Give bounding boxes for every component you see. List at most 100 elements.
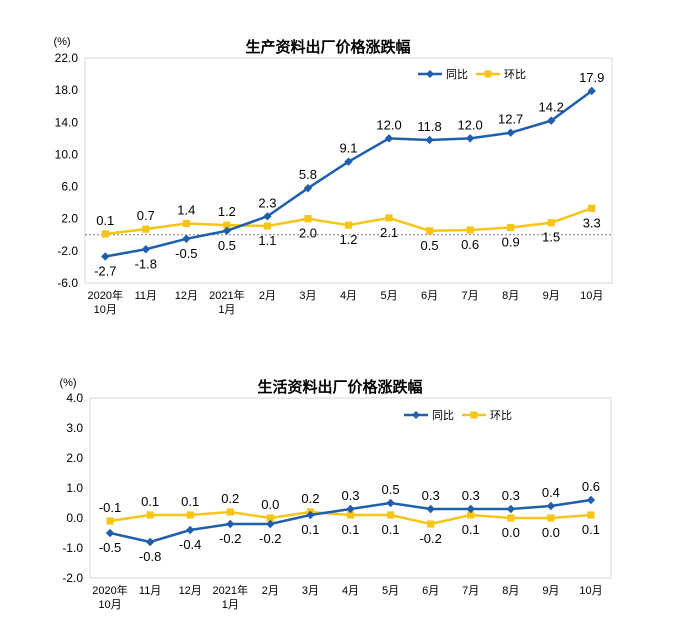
data-point [344, 157, 353, 166]
data-label: 11.8 [417, 119, 441, 134]
data-label: 0.2 [301, 491, 319, 506]
data-point [222, 226, 232, 235]
data-label: 0.2 [221, 491, 239, 506]
data-label: 9.1 [339, 141, 357, 156]
data-point [546, 501, 556, 511]
data-point [346, 511, 355, 519]
y-tick-label: -6.0 [57, 276, 78, 290]
data-label: 0.1 [382, 522, 400, 537]
data-point [266, 519, 275, 529]
x-tick-label: 12月 [175, 290, 198, 302]
data-point [467, 511, 475, 519]
data-point [466, 226, 474, 234]
x-tick-line: 10月 [94, 304, 117, 316]
data-point [346, 504, 355, 514]
data-point [101, 252, 110, 261]
data-point [344, 221, 353, 229]
x-tick-label: 5月 [380, 290, 397, 302]
data-point [146, 511, 154, 519]
data-point [466, 504, 475, 514]
data-label: 0.3 [502, 488, 520, 503]
data-point [185, 525, 195, 535]
data-label: 1.1 [258, 233, 276, 248]
data-label: 0.6 [582, 479, 600, 494]
x-tick-line: 3月 [302, 585, 319, 597]
x-tick-label: 11月 [139, 585, 161, 597]
data-label: 0.3 [462, 488, 480, 503]
data-point [182, 234, 191, 244]
y-tick-label: 1.0 [66, 481, 83, 495]
x-tick-line: 2021年 [213, 583, 248, 597]
data-point [386, 498, 395, 508]
data-point [101, 230, 109, 238]
x-tick-line: 6月 [422, 585, 439, 597]
x-tick-line: 5月 [382, 585, 399, 597]
legend: 同比 环比 [418, 68, 526, 81]
y-tick-label: -1.0 [62, 541, 83, 555]
x-tick-line: 2020年 [88, 288, 123, 302]
data-label: 0.1 [181, 494, 199, 509]
series-yoy [105, 495, 596, 547]
x-tick-line: 9月 [543, 290, 560, 302]
chart-2: 生活资料出厂价格涨跌幅 (%) 4.0 3.0 2.0 1.0 0.0 -1.0 -2.0 202… [59, 377, 612, 611]
chart-title: 生产资料出厂价格涨跌幅 [245, 38, 410, 56]
data-label: -0.1 [99, 500, 121, 515]
x-tick-label: 2020年 10月 [88, 288, 123, 316]
data-point [186, 511, 194, 519]
data-label: 12.0 [457, 117, 482, 132]
x-tick-line: 10月 [579, 585, 602, 597]
x-tick-line: 12月 [179, 585, 202, 597]
data-label: 0.9 [502, 235, 520, 250]
data-point [507, 514, 515, 522]
legend-label: 同比 [446, 68, 468, 81]
data-label: -0.5 [175, 246, 197, 261]
data-point [145, 537, 155, 547]
series-mom [101, 204, 596, 238]
x-tick-line: 4月 [342, 585, 359, 597]
x-tick-label: 3月 [302, 585, 319, 597]
legend-marker [484, 70, 492, 78]
unit-label: (%) [53, 36, 70, 48]
data-label: 1.5 [542, 230, 560, 245]
x-tick-line: 6月 [421, 290, 438, 302]
y-tick-label: -2.0 [62, 571, 83, 585]
x-tick-line: 11月 [139, 585, 161, 597]
x-tick-label: 8月 [502, 290, 519, 302]
data-point [586, 495, 596, 505]
data-label: 12.0 [376, 117, 401, 132]
data-label: 0.0 [261, 497, 279, 512]
data-label: -0.8 [139, 549, 161, 564]
x-tick-line: 7月 [462, 290, 479, 302]
x-tick-label: 10月 [580, 290, 603, 302]
data-point [425, 135, 434, 145]
data-label: -0.2 [419, 531, 441, 546]
data-point [386, 511, 395, 519]
x-tick-line: 11月 [135, 290, 157, 302]
legend-marker [426, 70, 434, 78]
data-label: 0.5 [218, 238, 236, 253]
data-label: 0.3 [422, 488, 440, 503]
chart-1: 生产资料出厂价格涨跌幅 (%) 22.0 18.0 14.0 10.0 6.0 2.0 -2.0… [53, 36, 613, 316]
data-label: 0.0 [542, 525, 560, 540]
x-tick-line: 8月 [502, 290, 519, 302]
x-tick-line: 2021年 [209, 288, 244, 302]
y-tick-label: 3.0 [66, 421, 83, 435]
data-label: 0.1 [582, 522, 600, 537]
data-point [547, 219, 555, 227]
data-label: 0.7 [137, 208, 155, 223]
data-point [506, 128, 515, 137]
x-tick-line: 1月 [222, 599, 239, 611]
x-tick-label: 11月 [135, 290, 157, 302]
data-label: 2.1 [380, 225, 398, 240]
y-tick-label: 2.0 [66, 451, 83, 465]
data-label: 0.1 [96, 213, 114, 228]
data-point [427, 520, 435, 528]
data-point [587, 86, 596, 96]
data-label: 3.3 [583, 215, 601, 230]
x-tick-line: 2月 [259, 290, 276, 302]
data-label: 12.7 [498, 112, 523, 127]
x-tick-label: 6月 [421, 290, 438, 302]
data-label: 1.2 [339, 232, 357, 247]
